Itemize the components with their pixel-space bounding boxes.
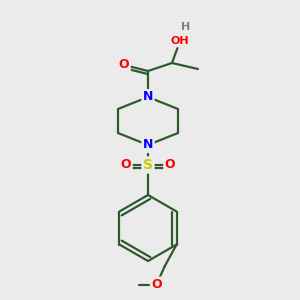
- Text: O: O: [165, 158, 175, 172]
- Text: O: O: [119, 58, 129, 71]
- Text: N: N: [143, 91, 153, 103]
- Text: O: O: [151, 278, 162, 291]
- Text: OH: OH: [171, 36, 189, 46]
- Text: O: O: [121, 158, 131, 172]
- Text: S: S: [143, 158, 153, 172]
- Text: H: H: [182, 22, 190, 32]
- Text: N: N: [143, 139, 153, 152]
